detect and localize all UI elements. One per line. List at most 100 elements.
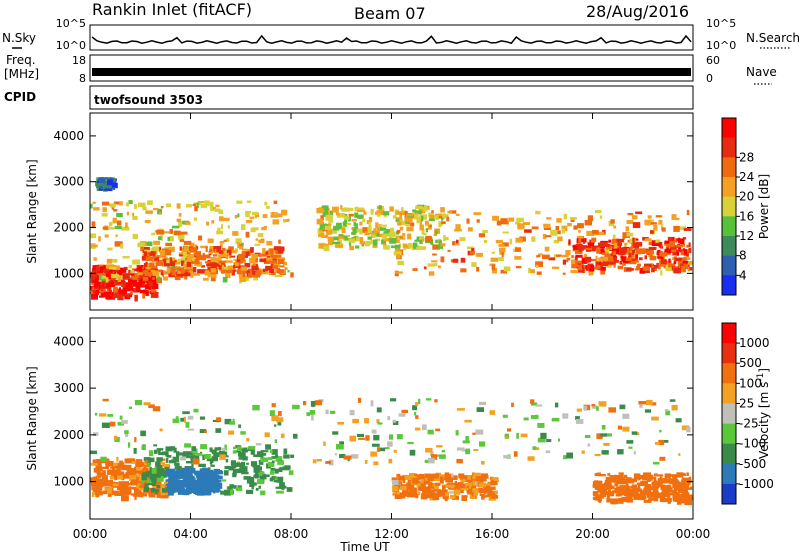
colorbar-segment <box>722 463 736 485</box>
data-cell <box>203 277 209 281</box>
data-cell <box>396 254 401 259</box>
data-cell <box>151 488 155 491</box>
data-cell <box>221 447 226 451</box>
data-cell <box>274 274 283 278</box>
colorbar-tick-label: 12 <box>739 229 754 243</box>
data-cell <box>171 483 175 489</box>
data-cell <box>147 479 153 484</box>
data-cell <box>145 256 151 261</box>
data-cell <box>405 213 414 217</box>
data-cell <box>338 224 342 229</box>
noise-right-tick-low: 10^0 <box>706 39 736 52</box>
data-cell <box>166 268 171 274</box>
data-cell <box>92 272 98 277</box>
data-cell <box>659 476 663 480</box>
data-cell <box>156 255 163 259</box>
data-cell <box>376 206 380 210</box>
data-cell <box>625 257 632 262</box>
data-cell <box>101 287 104 291</box>
data-cell <box>200 203 207 208</box>
data-cell <box>595 210 602 214</box>
data-cell <box>143 263 148 269</box>
data-cell <box>116 456 119 462</box>
data-cell <box>90 233 97 239</box>
y-tick-label: 1000 <box>53 266 84 280</box>
data-cell <box>251 253 259 258</box>
data-cell <box>654 265 659 269</box>
data-cell <box>652 491 659 496</box>
data-cell <box>460 480 465 484</box>
data-cell <box>631 215 638 220</box>
data-cell <box>316 218 324 225</box>
data-cell <box>367 230 372 234</box>
data-cell <box>354 206 359 212</box>
data-cell <box>584 238 587 243</box>
data-cell <box>644 484 652 489</box>
data-cell <box>650 474 653 479</box>
data-cell <box>144 267 151 272</box>
data-cell <box>343 207 349 210</box>
data-cell <box>324 225 332 231</box>
data-cell <box>399 226 404 231</box>
data-cell <box>286 487 293 492</box>
data-cell <box>517 223 525 229</box>
data-cell <box>241 224 246 230</box>
data-cell <box>424 220 429 225</box>
data-cell <box>166 203 171 208</box>
data-cell <box>587 443 591 447</box>
data-cell <box>213 483 220 490</box>
data-cell <box>389 206 394 212</box>
data-cell <box>336 212 345 218</box>
data-cell <box>515 221 521 225</box>
data-cell <box>464 482 470 489</box>
data-cell <box>184 221 191 225</box>
data-cell <box>121 495 129 502</box>
data-cell <box>379 227 385 231</box>
data-cell <box>555 225 560 231</box>
data-cell <box>436 491 442 497</box>
data-cell <box>211 479 220 484</box>
data-cell <box>676 252 679 256</box>
data-cell <box>127 483 135 486</box>
data-cell <box>671 214 674 220</box>
data-cell <box>607 491 615 497</box>
data-cell <box>362 227 369 233</box>
data-cell <box>183 272 191 277</box>
data-cell <box>252 270 257 275</box>
data-cell <box>293 433 298 439</box>
data-cell <box>275 456 283 462</box>
x-axis-title: Time UT <box>339 540 390 554</box>
data-cell <box>200 490 206 496</box>
data-cell <box>210 464 215 467</box>
data-cell <box>456 243 460 246</box>
data-cell <box>351 231 357 235</box>
data-cell <box>92 432 99 436</box>
data-cell <box>261 476 267 480</box>
data-cell <box>608 239 611 243</box>
data-cell <box>179 479 186 486</box>
data-cell <box>194 206 198 212</box>
data-cell <box>104 488 113 494</box>
data-cell <box>269 410 275 416</box>
data-cell <box>198 474 203 481</box>
data-cell <box>143 478 151 484</box>
data-cell <box>272 265 278 269</box>
data-cell <box>390 245 396 249</box>
colorbar-tick-label: 25 <box>739 396 754 410</box>
data-cell <box>642 492 649 496</box>
noise-right-tick-high: 10^5 <box>706 17 736 30</box>
data-cell <box>254 257 258 263</box>
data-cell <box>175 483 182 487</box>
data-cell <box>596 248 601 254</box>
data-cell <box>586 230 595 236</box>
data-cell <box>383 211 390 216</box>
data-cell <box>503 266 511 272</box>
data-cell <box>184 466 193 469</box>
data-cell <box>567 222 572 227</box>
data-cell <box>287 270 290 273</box>
data-cell <box>100 481 105 485</box>
data-cell <box>326 229 329 235</box>
data-cell <box>101 213 108 217</box>
data-cell <box>435 230 438 235</box>
data-cell <box>661 227 666 232</box>
